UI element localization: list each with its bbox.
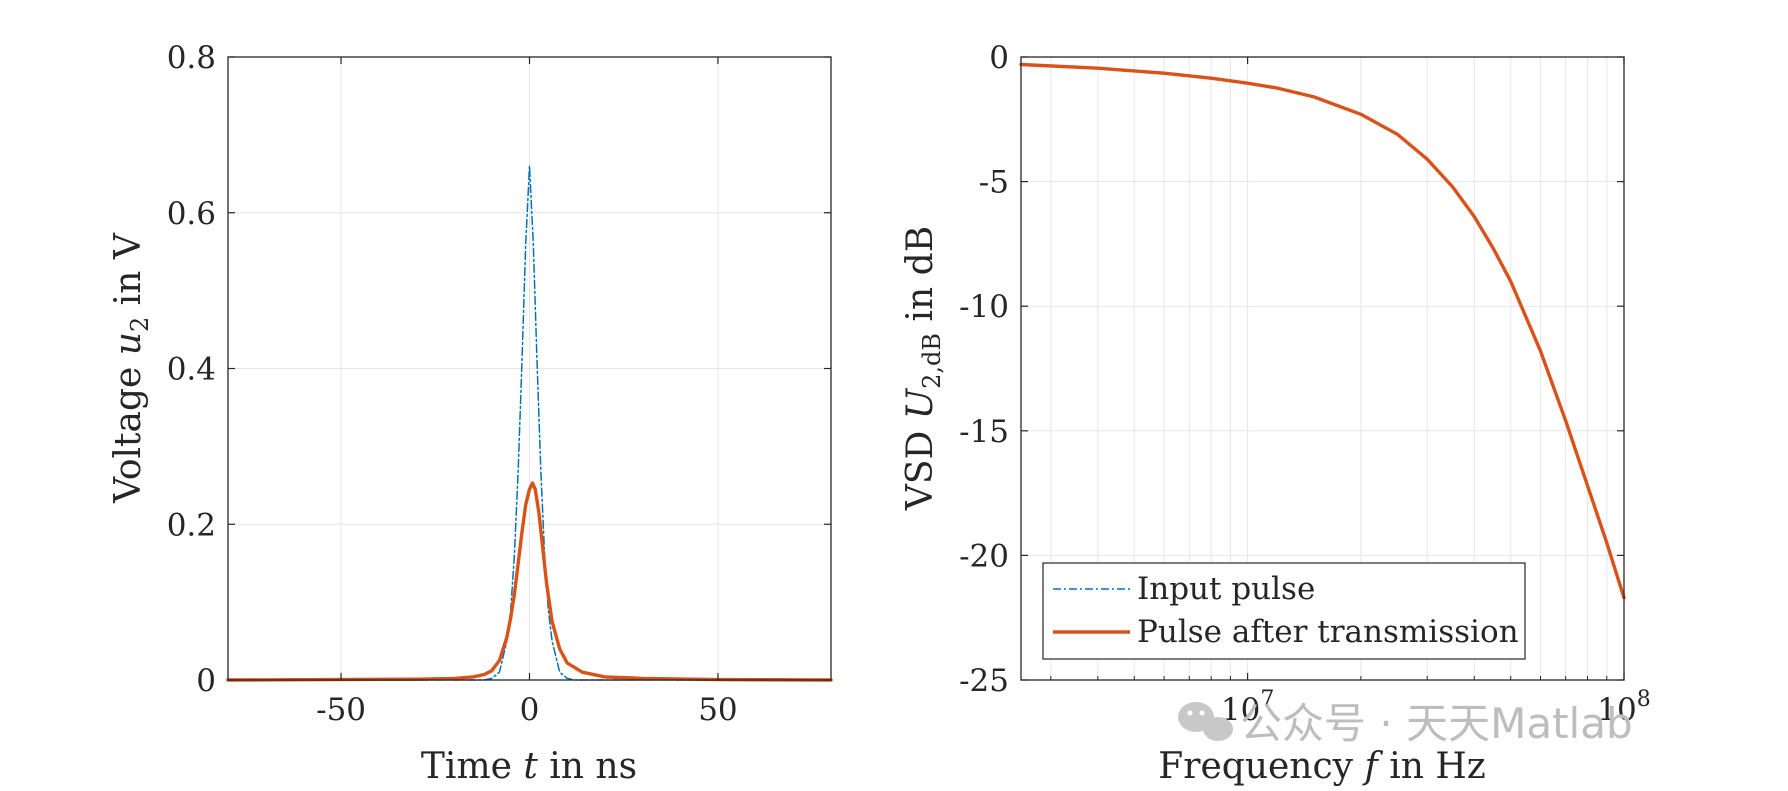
y-tick-label: -20 (959, 538, 1009, 574)
left-x-axis-label: Time t in ns (421, 746, 637, 787)
x-tick-label: 0 (520, 692, 540, 728)
y-tick-label: -25 (959, 663, 1009, 699)
series-line-pulse-after-transmission (226, 481, 833, 682)
y-tick-label: -10 (959, 289, 1009, 325)
series-line-input-pulse (227, 165, 832, 681)
y-tick-label: -5 (979, 165, 1009, 201)
legend-label-pulse-after-transmission: Pulse after transmission (1137, 614, 1519, 650)
wechat-icon (1178, 702, 1233, 741)
y-tick-label: 0.4 (167, 352, 216, 388)
left-ticks: -50 0 50 0 0.2 0.4 0.6 0.8 (167, 40, 831, 728)
series-line-pulse-after-transmission (1019, 62, 1626, 600)
left-plot: -50 0 50 0 0.2 0.4 0.6 0.8 Time t in ns Voltage… (108, 40, 833, 787)
legend-box (1042, 562, 1526, 660)
right-x-axis-label: Frequency f in Hz (1158, 746, 1485, 787)
watermark-text-2: 天天Matlab (1406, 699, 1633, 748)
legend-label-input-pulse: Input pulse (1137, 571, 1315, 607)
left-y-axis-label: Voltage u2 in V (108, 232, 154, 504)
x-tick-label: -50 (316, 692, 366, 728)
right-series (1019, 62, 1626, 600)
y-tick-label: 0.2 (167, 507, 216, 543)
left-series (226, 165, 833, 682)
x-tick-label: 108 (1597, 687, 1650, 728)
y-tick-label: -15 (959, 414, 1009, 450)
y-tick-label: 0 (989, 40, 1009, 76)
x-tick-label: 50 (698, 692, 737, 728)
watermark: 公众号 · 天天Matlab (1178, 699, 1633, 748)
legend: Input pulse Pulse after transmission (1042, 562, 1526, 660)
y-tick-label: 0.6 (167, 196, 216, 232)
y-tick-label: 0.8 (167, 40, 216, 76)
watermark-dot: · (1379, 699, 1392, 748)
y-tick-label: 0 (196, 663, 216, 699)
right-y-axis-label: VSD U2,dB in dB (900, 226, 946, 511)
watermark-text: 公众号 · 天天Matlab (1240, 699, 1633, 748)
right-axes-box (1020, 56, 1625, 681)
watermark-text-1: 公众号 (1240, 699, 1366, 748)
